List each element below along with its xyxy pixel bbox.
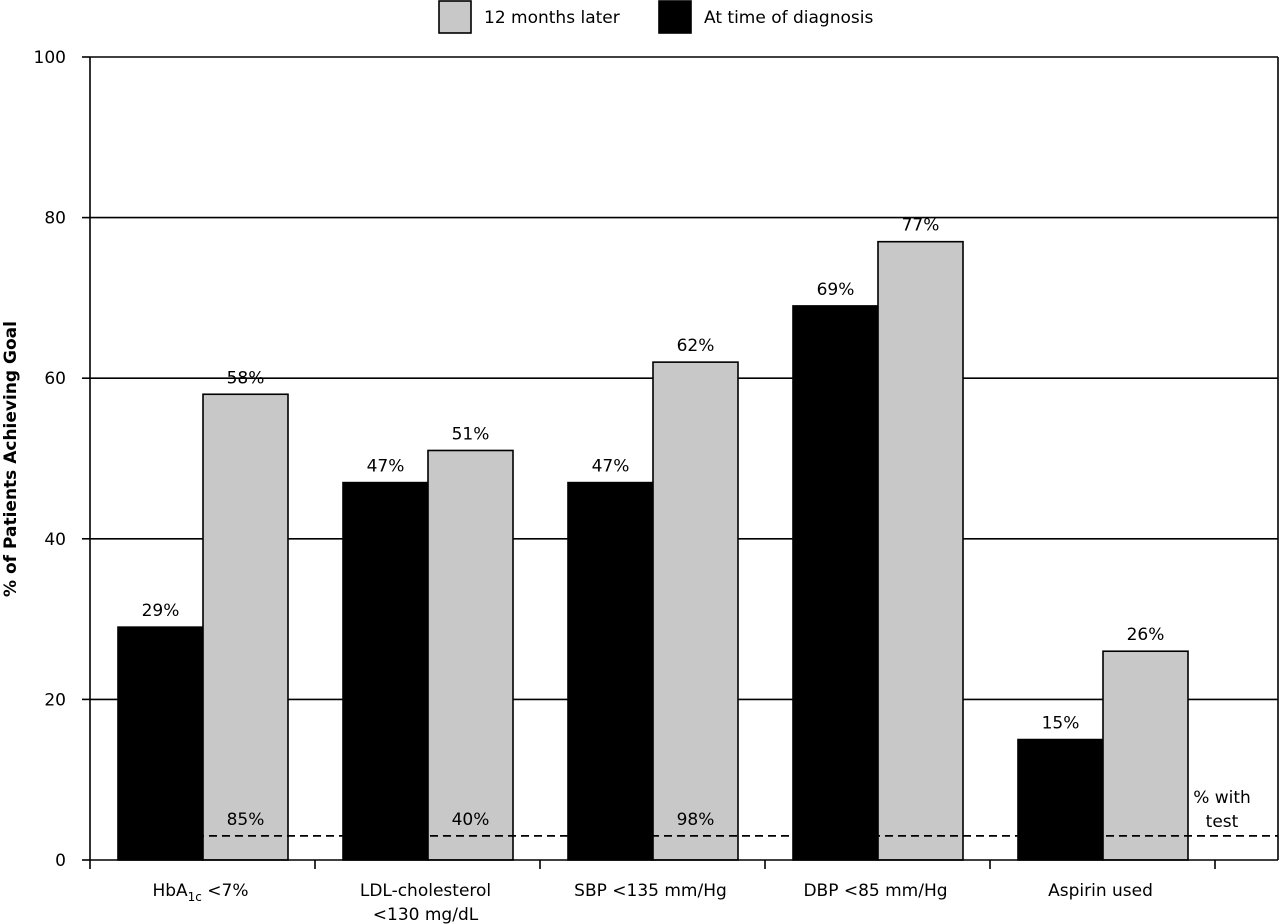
bar-value-label: 29% [142,601,180,621]
bar [877,240,964,861]
y-tick-label: 40 [44,530,66,550]
x-categories: HbA1c <7% LDL-cholesterol <130 mg/dL SBP <1… [152,881,1152,924]
test-line-group: 85% 40% 98% % with test [118,788,1278,837]
legend-swatch [658,0,692,34]
bar-value-label: 26% [1127,625,1165,645]
bar [567,481,654,861]
category-label: DBP <85 mm/Hg [803,881,947,901]
bar [1017,738,1104,861]
category-label: HbA1c <7% [152,881,248,904]
y-tick-label: 20 [44,690,66,710]
y-ticks: 0 20 40 60 80 100 [34,48,90,871]
test-caption-line1: % with [1193,788,1251,808]
bar [1102,650,1189,861]
y-tick-label: 100 [34,48,66,68]
bar-value-label: 62% [677,336,715,356]
bar-value-label: 15% [1042,714,1080,734]
test-percent-label: 40% [452,810,490,830]
bar-value-label: 51% [452,424,490,444]
bar-value-label: 77% [902,216,940,236]
bar [427,449,514,861]
legend-swatch [438,0,472,34]
y-tick-label: 60 [44,369,66,389]
legend-label: 12 months later [484,8,620,28]
y-axis-label: % of Patients Achieving Goal [1,321,21,597]
axes [89,57,1279,869]
bar-value-label: 47% [367,457,405,477]
legend-label: At time of diagnosis [704,8,873,28]
category-label-line2: <130 mg/dL [373,905,479,924]
category-label: LDL-cholesterol [360,881,491,901]
legend: 12 months later At time of diagnosis [438,0,873,34]
y-tick-label: 0 [55,851,66,871]
bar [202,393,289,861]
y-tick-label: 80 [44,209,66,229]
test-percent-label: 85% [227,810,265,830]
bar-labels: 29% 47% 47% 69% 15% 58% 51% 62% 77% 26% [142,216,1165,734]
category-label: SBP <135 mm/Hg [574,881,727,901]
bar-value-label: 58% [227,368,265,388]
test-percent-label: 98% [677,810,715,830]
bar [792,305,879,861]
bar-value-label: 47% [592,457,630,477]
test-caption-line2: test [1206,812,1239,832]
bars [117,240,1189,861]
bar-value-label: 69% [817,280,855,300]
bar [117,626,204,861]
bar [652,361,739,861]
category-label: Aspirin used [1048,881,1153,901]
bar [342,481,429,861]
